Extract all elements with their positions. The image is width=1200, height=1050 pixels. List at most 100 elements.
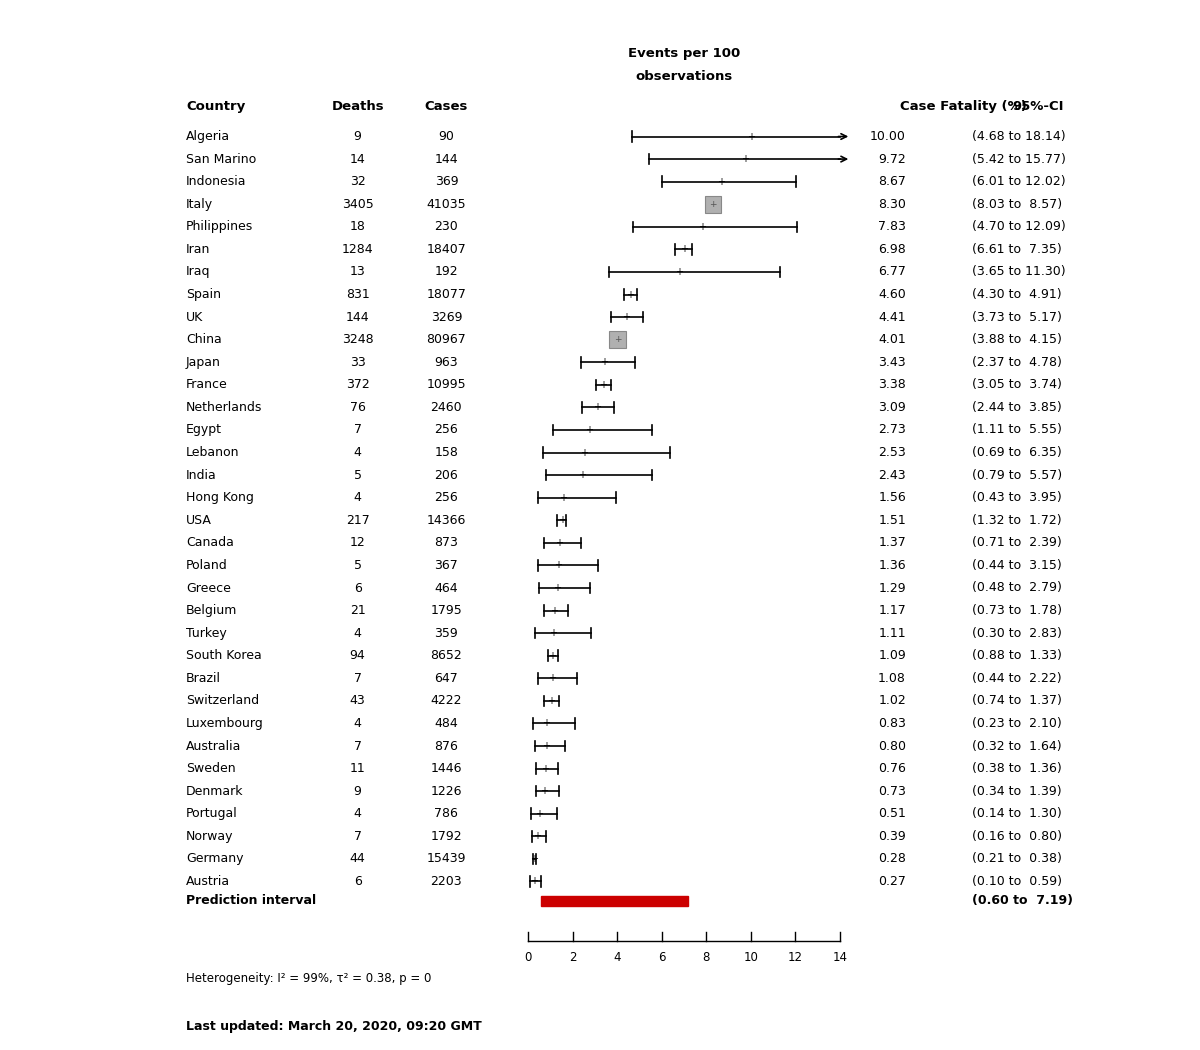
Text: 256: 256 — [434, 491, 458, 504]
Text: +: + — [541, 763, 548, 774]
Text: 0.83: 0.83 — [878, 717, 906, 730]
Text: +: + — [740, 154, 749, 164]
Text: Cases: Cases — [425, 100, 468, 112]
Text: +: + — [581, 447, 588, 458]
Text: 158: 158 — [434, 446, 458, 459]
Text: 3.43: 3.43 — [878, 356, 906, 369]
Text: 7: 7 — [354, 423, 361, 437]
Text: 7: 7 — [354, 739, 361, 753]
Text: +: + — [584, 425, 593, 435]
Text: 256: 256 — [434, 423, 458, 437]
Text: +: + — [550, 606, 558, 615]
Text: 4222: 4222 — [431, 694, 462, 708]
Text: 0.28: 0.28 — [878, 853, 906, 865]
Text: Iraq: Iraq — [186, 266, 210, 278]
Text: +: + — [530, 854, 539, 864]
Text: (0.16 to  0.80): (0.16 to 0.80) — [972, 830, 1062, 843]
Text: 8652: 8652 — [431, 649, 462, 663]
Text: 1.29: 1.29 — [878, 582, 906, 594]
Text: 7: 7 — [354, 672, 361, 685]
Text: India: India — [186, 468, 217, 482]
Text: (0.43 to  3.95): (0.43 to 3.95) — [972, 491, 1062, 504]
Text: (6.01 to 12.02): (6.01 to 12.02) — [972, 175, 1066, 188]
Text: Sweden: Sweden — [186, 762, 235, 775]
Text: Indonesia: Indonesia — [186, 175, 246, 188]
Text: (0.10 to  0.59): (0.10 to 0.59) — [972, 875, 1062, 888]
Text: Turkey: Turkey — [186, 627, 227, 639]
Text: 0.51: 0.51 — [878, 807, 906, 820]
Text: +: + — [554, 538, 563, 548]
Text: (0.14 to  1.30): (0.14 to 1.30) — [972, 807, 1062, 820]
Text: 1.11: 1.11 — [878, 627, 906, 639]
Text: 5: 5 — [354, 559, 361, 572]
Text: 786: 786 — [434, 807, 458, 820]
Text: +: + — [558, 516, 565, 525]
Text: 2.43: 2.43 — [878, 468, 906, 482]
Text: 2460: 2460 — [431, 401, 462, 414]
Text: (3.05 to  3.74): (3.05 to 3.74) — [972, 378, 1062, 392]
Text: 3.09: 3.09 — [878, 401, 906, 414]
Text: +: + — [533, 832, 541, 841]
Text: 4: 4 — [354, 446, 361, 459]
Text: 4: 4 — [354, 717, 361, 730]
Text: 230: 230 — [434, 220, 458, 233]
Text: 876: 876 — [434, 739, 458, 753]
Text: +: + — [542, 718, 551, 729]
Text: 9: 9 — [354, 130, 361, 143]
Text: Philippines: Philippines — [186, 220, 253, 233]
Text: 963: 963 — [434, 356, 458, 369]
Text: +: + — [535, 808, 544, 819]
Text: 14366: 14366 — [427, 513, 466, 527]
Text: 217: 217 — [346, 513, 370, 527]
Text: 3248: 3248 — [342, 333, 373, 347]
Text: 1.17: 1.17 — [878, 604, 906, 617]
Text: 13: 13 — [349, 266, 366, 278]
Text: 1792: 1792 — [431, 830, 462, 843]
Text: Algeria: Algeria — [186, 130, 230, 143]
Text: Netherlands: Netherlands — [186, 401, 263, 414]
Text: +: + — [718, 176, 725, 187]
Text: 9: 9 — [354, 784, 361, 798]
Text: France: France — [186, 378, 228, 392]
Text: +: + — [746, 131, 755, 142]
Text: (0.73 to  1.78): (0.73 to 1.78) — [972, 604, 1062, 617]
Text: 1.36: 1.36 — [878, 559, 906, 572]
Text: (0.69 to  6.35): (0.69 to 6.35) — [972, 446, 1062, 459]
Text: Spain: Spain — [186, 288, 221, 301]
Text: 32: 32 — [349, 175, 366, 188]
Text: Heterogeneity: I² = 99%, τ² = 0.38, p = 0: Heterogeneity: I² = 99%, τ² = 0.38, p = … — [186, 972, 431, 985]
Text: 9.72: 9.72 — [878, 152, 906, 166]
Text: 33: 33 — [349, 356, 366, 369]
Text: 10: 10 — [744, 951, 758, 964]
Text: 1284: 1284 — [342, 243, 373, 256]
Text: 10.00: 10.00 — [870, 130, 906, 143]
Text: 11: 11 — [349, 762, 366, 775]
Text: 14: 14 — [833, 951, 847, 964]
Text: 18407: 18407 — [426, 243, 467, 256]
Text: 5: 5 — [354, 468, 361, 482]
Text: 192: 192 — [434, 266, 458, 278]
Text: (1.32 to  1.72): (1.32 to 1.72) — [972, 513, 1062, 527]
Text: (0.48 to  2.79): (0.48 to 2.79) — [972, 582, 1062, 594]
Text: 14: 14 — [349, 152, 366, 166]
Text: 2203: 2203 — [431, 875, 462, 888]
Text: (0.79 to  5.57): (0.79 to 5.57) — [972, 468, 1062, 482]
Text: Hong Kong: Hong Kong — [186, 491, 254, 504]
Text: 41035: 41035 — [426, 197, 467, 211]
Text: (0.44 to  2.22): (0.44 to 2.22) — [972, 672, 1062, 685]
Text: 0: 0 — [524, 951, 532, 964]
Text: 359: 359 — [434, 627, 458, 639]
Text: 3.38: 3.38 — [878, 378, 906, 392]
Text: UK: UK — [186, 311, 203, 323]
Text: +: + — [599, 380, 607, 390]
Text: 1.37: 1.37 — [878, 537, 906, 549]
Text: 6: 6 — [658, 951, 666, 964]
Text: 95%-CI: 95%-CI — [1013, 100, 1063, 112]
Text: 43: 43 — [349, 694, 366, 708]
Text: +: + — [548, 628, 557, 638]
Text: (4.30 to  4.91): (4.30 to 4.91) — [972, 288, 1062, 301]
Text: +: + — [679, 245, 688, 254]
Text: Switzerland: Switzerland — [186, 694, 259, 708]
Text: 18077: 18077 — [426, 288, 467, 301]
Text: (3.73 to  5.17): (3.73 to 5.17) — [972, 311, 1062, 323]
